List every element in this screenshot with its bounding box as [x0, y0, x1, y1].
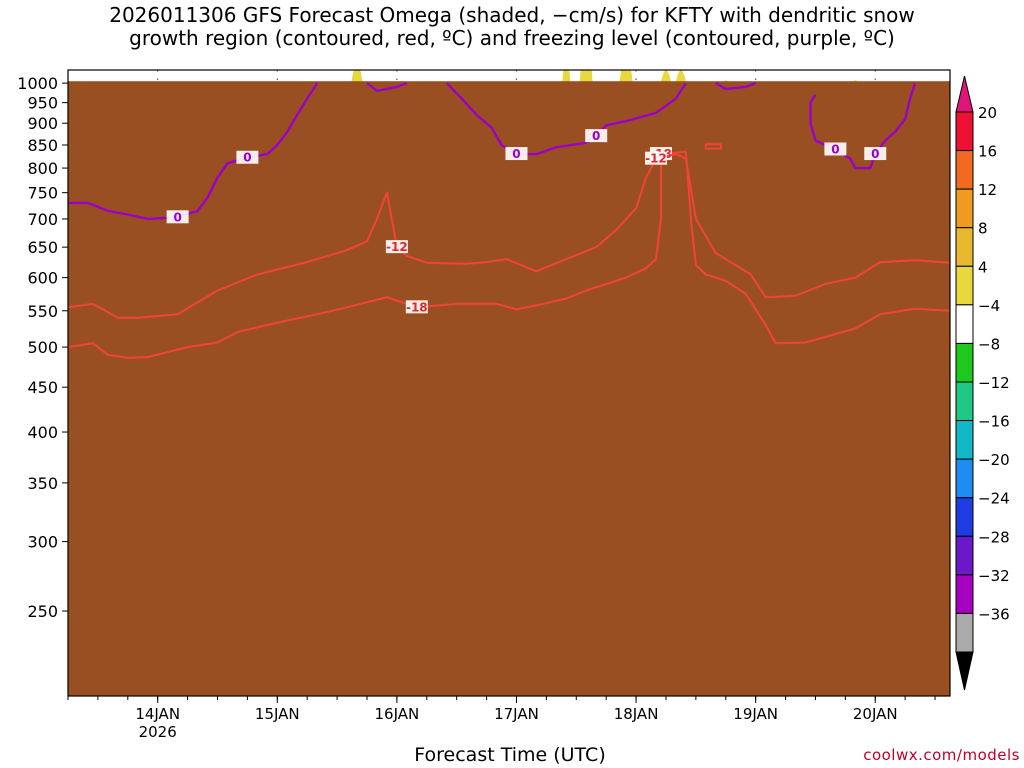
colorbar-label: 16	[978, 143, 997, 161]
colorbar-label: −16	[978, 413, 1010, 431]
contour-label-bg	[864, 147, 887, 161]
y-tick-label: 300	[27, 533, 58, 552]
colorbar-swatch	[955, 265, 974, 306]
contour-label-bg	[824, 142, 847, 156]
colorbar-swatch	[955, 612, 974, 653]
title-line-2: growth region (contoured, red, ºC) and f…	[129, 26, 895, 50]
y-tick-label: 700	[27, 210, 58, 229]
contour-label-bg	[385, 240, 408, 254]
freezing-level-contours: 0 0 0 0 0 0	[68, 81, 917, 224]
x-axis-title: Forecast Time (UTC)	[414, 744, 606, 766]
y-tick-label: 750	[27, 184, 58, 203]
y-tick-label: 650	[27, 238, 58, 257]
colorbar-label: −4	[978, 297, 1000, 315]
plot-frame	[67, 69, 951, 697]
y-tick-label: 600	[27, 269, 58, 288]
credit-text: coolwx.com/models	[863, 746, 1020, 764]
y-tick-label: 1000	[17, 74, 58, 93]
colorbar-swatch	[955, 227, 974, 267]
x-tick-label: 15JAN	[255, 705, 300, 723]
y-tick-label: 450	[27, 378, 58, 397]
x-tick-label: 18JAN	[614, 705, 659, 723]
colorbar-label: −20	[978, 451, 1010, 469]
colorbar-swatch	[955, 574, 974, 614]
colorbar-label: 12	[978, 181, 997, 199]
contour-line	[68, 150, 950, 359]
contour-label: 0	[831, 142, 839, 156]
dendritic-growth-contours: -18-18-12-12	[68, 143, 950, 359]
y-tick-label: 850	[27, 136, 58, 155]
x-tick-sublabel: 2026	[139, 723, 177, 741]
colorbar-swatch	[955, 188, 974, 229]
x-tick-label: 14JAN	[135, 705, 180, 723]
contour-label-bg	[166, 210, 189, 224]
y-tick-label: 800	[27, 159, 58, 178]
colorbar-bottom-arrow	[955, 651, 974, 691]
terrain-layer	[68, 81, 950, 696]
contour-label: 0	[871, 147, 879, 161]
y-axis: 250 300 350 400 450 500 550 600 650 700 750 800 850 9…	[17, 74, 68, 621]
x-tick-label: 19JAN	[733, 705, 778, 723]
colorbar-swatch	[955, 535, 974, 576]
contour-line	[704, 143, 722, 150]
contour-line	[715, 81, 757, 91]
contour-label-bg	[505, 147, 528, 161]
colorbar-swatch	[955, 111, 974, 152]
contour-line	[809, 82, 917, 170]
chart-title: 2026011306 GFS Forecast Omega (shaded, −…	[0, 4, 1024, 50]
colorbar-label: −12	[978, 374, 1010, 392]
colorbar-label: 8	[978, 220, 988, 238]
colorbar-label: −24	[978, 490, 1010, 508]
colorbar-label: −32	[978, 567, 1010, 585]
contour-line	[445, 82, 687, 156]
x-tick-label: 20JAN	[853, 705, 898, 723]
terrain-ground	[68, 81, 950, 696]
contour-label: 0	[173, 210, 181, 224]
contour-line	[68, 153, 950, 319]
contour-label: 0	[512, 147, 520, 161]
colorbar-label: −28	[978, 528, 1010, 546]
y-tick-label: 900	[27, 114, 58, 133]
colorbar-swatch	[955, 458, 974, 499]
colorbar-swatch	[955, 342, 974, 383]
x-tick-label: 16JAN	[375, 705, 420, 723]
contour-line	[366, 81, 408, 93]
contour-label-bg	[405, 300, 428, 314]
colorbar-label: −8	[978, 335, 1000, 353]
y-tick-label: 350	[27, 474, 58, 493]
y-tick-label: 400	[27, 423, 58, 442]
title-line-1: 2026011306 GFS Forecast Omega (shaded, −…	[109, 3, 915, 27]
colorbar-label: 20	[978, 104, 997, 122]
y-tick-label: 550	[27, 302, 58, 321]
colorbar-top-arrow	[955, 75, 974, 113]
contour-label-bg	[645, 151, 667, 165]
colorbar-swatch	[955, 497, 974, 537]
contour-line	[68, 82, 319, 221]
y-tick-label: 500	[27, 338, 58, 357]
contour-label: 0	[243, 151, 251, 165]
colorbar-label: −36	[978, 605, 1010, 623]
contour-label: 0	[592, 129, 600, 143]
colorbar-swatch	[955, 381, 974, 422]
colorbar-swatch	[955, 420, 974, 460]
contour-label-bg	[236, 150, 259, 164]
colorbar-swatch	[955, 150, 974, 190]
colorbar: 20 16 12 8 4 −4 −8 −12 −16 −20 −24 −28 −32 −36	[955, 75, 1010, 691]
contour-label: -18	[406, 300, 428, 314]
contour-label: -12	[386, 240, 408, 254]
x-tick-label: 17JAN	[494, 705, 539, 723]
y-tick-label: 250	[27, 602, 58, 621]
colorbar-swatch	[955, 304, 974, 344]
contour-label: -12	[645, 152, 667, 166]
colorbar-label: 4	[978, 258, 988, 276]
contour-label-bg	[585, 129, 608, 143]
y-tick-label: 950	[27, 94, 58, 113]
